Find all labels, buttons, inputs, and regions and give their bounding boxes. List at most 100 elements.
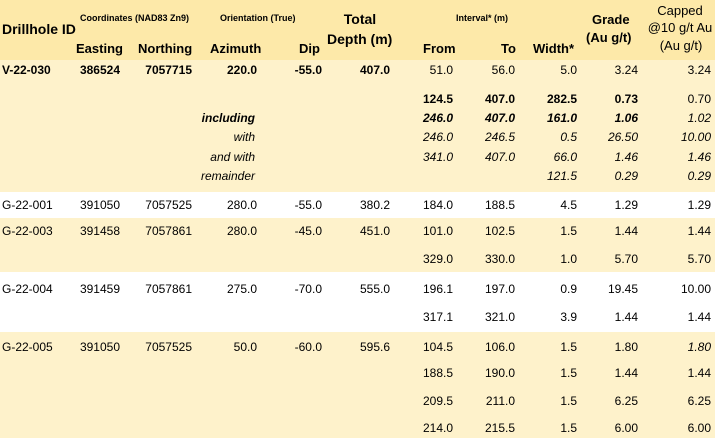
width-value: 0.9 <box>560 282 577 296</box>
from-value: 209.5 <box>422 394 453 408</box>
sub-interval-label: with <box>233 130 255 144</box>
table-row: V-22-030 386524 7057715 220.0 -55.0 407.… <box>0 60 715 80</box>
from-value: 329.0 <box>422 252 453 266</box>
table-header: Drillhole ID Coordinates (NAD83 Zn9) Eas… <box>0 0 715 60</box>
to-value: 190.0 <box>484 366 515 380</box>
easting-value: 391459 <box>79 282 120 296</box>
header-capped-line2: @10 g/t Au <box>647 20 713 35</box>
grade-value: 0.29 <box>614 169 638 183</box>
from-value: 341.0 <box>422 150 453 164</box>
depth-value: 407.0 <box>359 63 390 77</box>
drillhole-id: V-22-030 <box>2 63 51 77</box>
table-row: 214.0 215.5 1.5 6.00 6.00 <box>0 419 715 438</box>
capped-value: 1.29 <box>687 198 711 212</box>
header-orientation-group: Orientation (True) <box>220 13 296 23</box>
width-value: 0.5 <box>560 130 577 144</box>
header-northing: Northing <box>138 41 193 56</box>
to-value: 321.0 <box>484 310 515 324</box>
header-capped-line3: (Au g/t) <box>659 38 703 53</box>
grade-value: 26.50 <box>607 130 638 144</box>
easting-value: 386524 <box>79 63 120 77</box>
group-g-22-004 <box>0 272 715 332</box>
group-g-22-005 <box>0 332 715 438</box>
width-value: 66.0 <box>553 150 577 164</box>
width-value: 3.9 <box>560 310 577 324</box>
width-value: 4.5 <box>560 198 577 212</box>
table-row: G-22-001 391050 7057525 280.0 -55.0 380.… <box>0 192 715 218</box>
table-row: and with 341.0 407.0 66.0 1.46 1.46 <box>0 149 715 169</box>
table-row: 188.5 190.0 1.5 1.44 1.44 <box>0 364 715 386</box>
grade-value: 1.46 <box>614 150 638 164</box>
azimuth-value: 50.0 <box>233 340 257 354</box>
from-value: 214.0 <box>422 421 453 435</box>
capped-value: 0.70 <box>687 92 711 106</box>
to-value: 211.0 <box>485 394 515 408</box>
to-value: 188.5 <box>484 198 515 212</box>
grade-value: 1.29 <box>614 198 638 212</box>
width-value: 1.5 <box>560 340 577 354</box>
grade-value: 6.25 <box>614 394 638 408</box>
table-row: G-22-003 391458 7057861 280.0 -45.0 451.… <box>0 218 715 244</box>
header-total-depth-line2: Depth (m) <box>327 31 393 47</box>
header-from: From <box>423 41 456 56</box>
sub-interval-label: and with <box>210 150 255 164</box>
capped-value: 6.00 <box>687 421 711 435</box>
header-interval-group: Interval* (m) <box>456 13 509 23</box>
width-value: 1.0 <box>560 252 577 266</box>
azimuth-value: 280.0 <box>226 198 257 212</box>
dip-value: -55.0 <box>294 63 322 77</box>
table-row: 209.5 211.0 1.5 6.25 6.25 <box>0 392 715 414</box>
from-value: 188.5 <box>422 366 453 380</box>
group-g-22-003 <box>0 218 715 272</box>
capped-value: 3.24 <box>687 63 711 77</box>
capped-value: 5.70 <box>687 252 711 266</box>
northing-value: 7057525 <box>145 198 192 212</box>
dip-value: -60.0 <box>294 340 322 354</box>
easting-value: 391050 <box>79 340 120 354</box>
dip-value: -45.0 <box>294 224 322 238</box>
grade-value: 5.70 <box>614 252 638 266</box>
capped-value: 0.29 <box>687 169 711 183</box>
grade-value: 1.44 <box>614 224 638 238</box>
width-value: 1.5 <box>560 224 577 238</box>
header-easting: Easting <box>76 41 123 56</box>
azimuth-value: 275.0 <box>226 282 257 296</box>
northing-value: 7057861 <box>145 282 192 296</box>
depth-value: 451.0 <box>359 224 390 238</box>
grade-value: 1.06 <box>614 111 638 125</box>
table-row: remainder 121.5 0.29 0.29 <box>0 168 715 188</box>
sub-interval-label: including <box>201 111 255 125</box>
azimuth-value: 280.0 <box>226 224 257 238</box>
width-value: 5.0 <box>560 63 577 77</box>
capped-value: 1.46 <box>687 150 711 164</box>
grade-value: 0.73 <box>614 92 638 106</box>
capped-value: 1.44 <box>687 310 711 324</box>
from-value: 51.0 <box>429 63 453 77</box>
dip-value: -55.0 <box>294 198 322 212</box>
capped-value: 1.44 <box>687 366 711 380</box>
width-value: 1.5 <box>560 394 577 408</box>
from-value: 184.0 <box>422 198 453 212</box>
table-row: G-22-005 391050 7057525 50.0 -60.0 595.6… <box>0 334 715 360</box>
from-value: 124.5 <box>422 92 453 106</box>
header-coordinates-group: Coordinates (NAD83 Zn9) <box>80 13 190 23</box>
depth-value: 595.6 <box>359 340 390 354</box>
width-value: 121.5 <box>546 169 577 183</box>
table-row: 317.1 321.0 3.9 1.44 1.44 <box>0 308 715 330</box>
grade-value: 6.00 <box>614 421 638 435</box>
grade-value: 1.44 <box>614 366 638 380</box>
from-value: 246.0 <box>422 111 453 125</box>
northing-value: 7057525 <box>145 340 192 354</box>
drillhole-id: G-22-005 <box>2 340 53 354</box>
capped-value: 1.44 <box>687 224 711 238</box>
header-dip: Dip <box>299 41 320 56</box>
to-value: 407.0 <box>484 150 515 164</box>
to-value: 246.5 <box>484 130 515 144</box>
depth-value: 555.0 <box>359 282 390 296</box>
northing-value: 7057861 <box>145 224 192 238</box>
drillhole-id: G-22-003 <box>2 224 53 238</box>
width-value: 1.5 <box>560 421 577 435</box>
table-row: with 246.0 246.5 0.5 26.50 10.00 <box>0 129 715 149</box>
to-value: 215.5 <box>484 421 515 435</box>
